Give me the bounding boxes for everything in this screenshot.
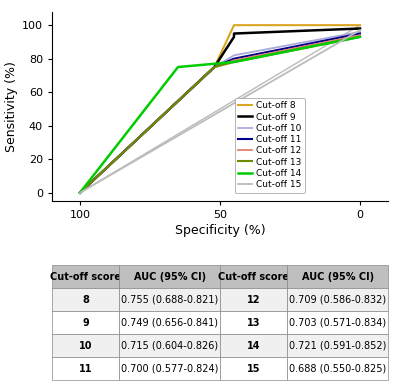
Cut-off 12 [78,191,82,195]
Cut-off 8 [358,23,362,27]
Cut-off 8 [78,191,82,195]
Cut-off 13 [232,60,236,64]
Cut-off 12 [232,58,236,63]
Cut-off 9 [358,26,362,31]
Line: Cut-off 8: Cut-off 8 [80,25,360,193]
Line: Cut-off 12: Cut-off 12 [80,35,360,193]
Cut-off 11 [78,191,82,195]
Cut-off 10 [232,53,236,58]
Cut-off 10 [358,29,362,34]
Cut-off 9 [232,31,236,36]
Cut-off 14 [358,34,362,39]
Line: Cut-off 13: Cut-off 13 [80,37,360,193]
Line: Cut-off 14: Cut-off 14 [80,37,360,193]
Cut-off 13 [358,34,362,39]
Cut-off 12 [358,33,362,38]
Cut-off 9 [232,34,236,39]
Line: Cut-off 11: Cut-off 11 [80,34,360,193]
Cut-off 10 [78,191,82,195]
Cut-off 8 [232,23,236,27]
Cut-off 8 [212,65,217,69]
Cut-off 11 [232,56,236,61]
Cut-off 13 [212,65,217,69]
Legend: Cut-off 8, Cut-off 9, Cut-off 10, Cut-off 11, Cut-off 12, Cut-off 13, Cut-off 14: Cut-off 8, Cut-off 9, Cut-off 10, Cut-of… [234,98,305,193]
Cut-off 13 [78,191,82,195]
Line: Cut-off 10: Cut-off 10 [80,32,360,193]
Cut-off 9 [212,65,217,69]
Cut-off 14 [78,191,82,195]
Cut-off 11 [358,31,362,36]
X-axis label: Specificity (%): Specificity (%) [175,224,265,237]
Y-axis label: Sensitivity (%): Sensitivity (%) [5,61,18,152]
Cut-off 14 [232,60,236,64]
Cut-off 11 [212,65,217,69]
Cut-off 9 [78,191,82,195]
Line: Cut-off 9: Cut-off 9 [80,29,360,193]
Cut-off 14 [176,65,180,69]
Cut-off 10 [212,65,217,69]
Cut-off 12 [212,65,217,69]
